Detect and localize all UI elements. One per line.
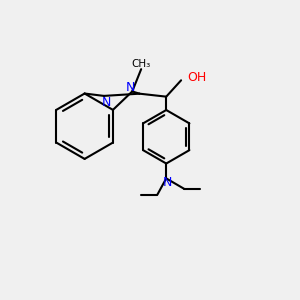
- Text: N: N: [126, 81, 135, 94]
- Text: OH: OH: [188, 71, 207, 84]
- Text: CH₃: CH₃: [131, 59, 151, 69]
- Text: N: N: [163, 176, 172, 189]
- Text: N: N: [102, 96, 112, 109]
